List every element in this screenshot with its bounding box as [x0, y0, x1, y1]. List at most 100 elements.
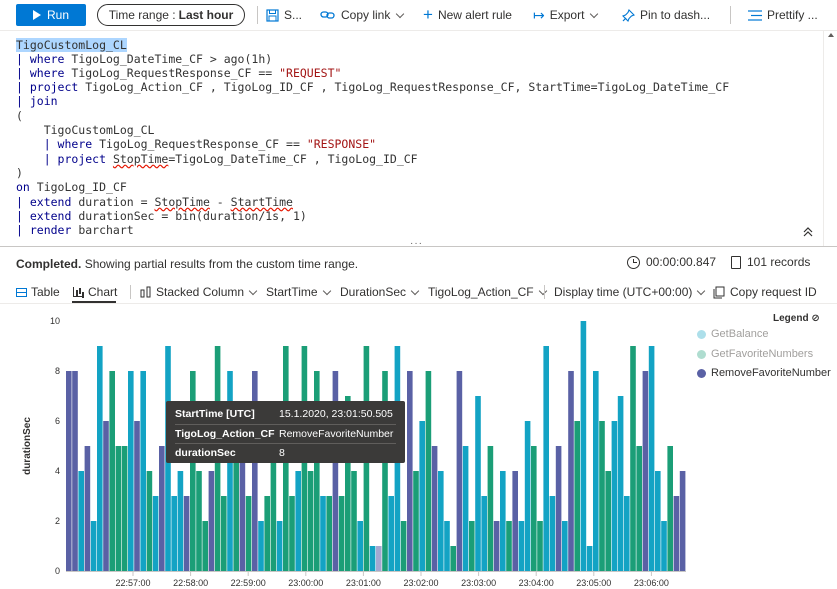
chart-bar[interactable]: [233, 446, 239, 571]
chart-bar[interactable]: [376, 546, 382, 571]
chart-bar[interactable]: [419, 421, 425, 571]
chart-bar[interactable]: [456, 371, 463, 571]
chart-bar[interactable]: [97, 346, 103, 571]
chart-bar[interactable]: [574, 421, 580, 571]
chart-bar[interactable]: [326, 496, 332, 571]
chart-bar[interactable]: [413, 471, 419, 571]
display-time-dropdown[interactable]: Display time (UTC+00:00): [554, 284, 706, 300]
pin-button[interactable]: Pin to dash...: [622, 6, 710, 24]
chart-bar[interactable]: [549, 496, 556, 571]
chart-bar[interactable]: [66, 371, 72, 571]
chart-bar[interactable]: [543, 346, 549, 571]
chart-bar[interactable]: [400, 521, 407, 571]
chart-bar[interactable]: [245, 496, 252, 571]
chart-bar[interactable]: [369, 546, 376, 571]
query-editor[interactable]: TigoCustomLog_CL | where TigoLog_DateTim…: [0, 32, 822, 244]
copy-request-button[interactable]: Copy request ID: [713, 284, 817, 300]
chart-bar[interactable]: [425, 371, 432, 571]
chart-bar[interactable]: [78, 471, 84, 571]
chart-bar[interactable]: [512, 471, 518, 571]
chart-bar[interactable]: [307, 471, 314, 571]
chart-bar[interactable]: [332, 371, 339, 571]
chart-bar[interactable]: [128, 371, 134, 571]
chart-bar[interactable]: [227, 371, 233, 571]
chart-bar[interactable]: [276, 521, 283, 571]
chart-bar[interactable]: [431, 446, 438, 571]
chart-bar[interactable]: [438, 471, 444, 571]
chart-bar[interactable]: [630, 346, 636, 571]
chart-bar[interactable]: [314, 371, 320, 571]
time-range-button[interactable]: Time range : Last hour: [97, 4, 245, 26]
chart-bar[interactable]: [134, 421, 140, 571]
chart-bar[interactable]: [140, 371, 146, 571]
legend-item-getbalance[interactable]: GetBalance: [697, 327, 768, 341]
chart-bar[interactable]: [202, 521, 208, 571]
chart-bar[interactable]: [524, 421, 531, 571]
tab-table[interactable]: Table: [16, 284, 60, 300]
run-button[interactable]: Run: [16, 4, 86, 26]
chart-bar[interactable]: [190, 371, 196, 571]
new-alert-button[interactable]: + New alert rule: [423, 6, 512, 24]
chart-bar[interactable]: [388, 496, 394, 571]
chart-bar[interactable]: [518, 521, 525, 571]
chart-bar[interactable]: [531, 446, 537, 571]
tab-chart[interactable]: Chart: [73, 284, 117, 300]
chart-bar[interactable]: [500, 471, 506, 571]
chart-bar[interactable]: [345, 396, 351, 571]
chart-type-dropdown[interactable]: Stacked Column: [140, 284, 258, 300]
chart-bar[interactable]: [208, 471, 215, 571]
chart-bar[interactable]: [611, 421, 618, 571]
chart-bar[interactable]: [84, 446, 91, 571]
chart-bar[interactable]: [586, 546, 593, 571]
chart-bar[interactable]: [239, 446, 246, 571]
y-axis-dropdown[interactable]: DurationSec: [340, 284, 420, 300]
chart-bar[interactable]: [667, 446, 673, 571]
chart-bar[interactable]: [481, 496, 487, 571]
chart-bar[interactable]: [487, 446, 494, 571]
chart-bar[interactable]: [289, 496, 295, 571]
chart-bar[interactable]: [462, 446, 469, 571]
chart-bar[interactable]: [171, 496, 177, 571]
x-axis-dropdown[interactable]: StartTime: [266, 284, 331, 300]
legend-title[interactable]: Legend ⊘: [773, 313, 820, 324]
chart-bar[interactable]: [196, 471, 202, 571]
chart-bar[interactable]: [555, 446, 562, 571]
chart-bar[interactable]: [382, 371, 388, 571]
chart-bar[interactable]: [264, 496, 270, 571]
chart-bar[interactable]: [320, 496, 326, 571]
chart-bar[interactable]: [648, 346, 655, 571]
chart-bar[interactable]: [90, 521, 97, 571]
chart-bar[interactable]: [159, 446, 165, 571]
chart-bar[interactable]: [679, 471, 686, 571]
chart-bar[interactable]: [593, 371, 599, 571]
legend-item-getfavoritenumbers[interactable]: GetFavoriteNumbers: [697, 347, 813, 361]
chart-bar[interactable]: [673, 496, 680, 571]
chart-bar[interactable]: [72, 371, 78, 571]
chart-bar[interactable]: [568, 371, 574, 571]
editor-scrollbar[interactable]: [823, 31, 837, 246]
chart-bar[interactable]: [661, 521, 667, 571]
split-by-dropdown[interactable]: TigoLog_Action_CF: [428, 284, 547, 300]
copy-link-button[interactable]: Copy link: [320, 6, 405, 24]
collapse-editor-button[interactable]: [802, 226, 816, 240]
resize-handle[interactable]: ···: [410, 238, 423, 249]
chart-bar[interactable]: [506, 521, 512, 571]
chart-bar[interactable]: [636, 446, 642, 571]
chart-bar[interactable]: [115, 446, 122, 571]
legend-item-removefavoritenumber[interactable]: RemoveFavoriteNumber: [697, 366, 831, 380]
scroll-up-icon[interactable]: [828, 33, 834, 37]
chart-bar[interactable]: [295, 471, 301, 571]
chart-bar[interactable]: [624, 496, 630, 571]
chart-bar[interactable]: [655, 471, 661, 571]
chart-bar[interactable]: [493, 521, 500, 571]
chart-bar[interactable]: [338, 496, 345, 571]
chart-bar[interactable]: [475, 396, 481, 571]
prettify-button[interactable]: Prettify ...: [748, 6, 818, 24]
chart-bar[interactable]: [270, 446, 277, 571]
chart-bar[interactable]: [357, 521, 363, 571]
chart-bar[interactable]: [152, 496, 159, 571]
chart-bar[interactable]: [450, 546, 456, 571]
chart-bar[interactable]: [562, 521, 568, 571]
chart-bar[interactable]: [146, 471, 153, 571]
chart-bar[interactable]: [599, 421, 605, 571]
